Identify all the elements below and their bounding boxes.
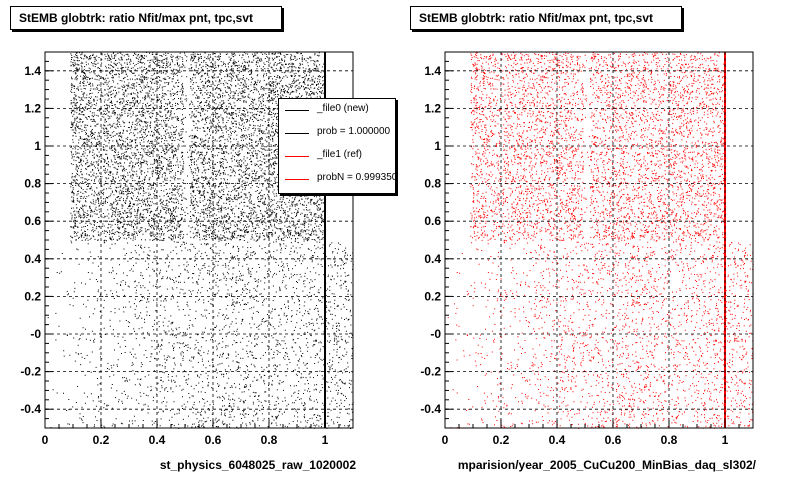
axes bbox=[44, 51, 354, 429]
right-x-axis-label-text: mparision/year_2005_CuCu200_MinBias_daq_… bbox=[457, 458, 756, 472]
x-tick-label: 0.6 bbox=[605, 433, 622, 447]
x-tick-label: 0.8 bbox=[661, 433, 678, 447]
y-tick-label: 1.4 bbox=[24, 64, 41, 78]
legend-entry-file1: _file1 (ref) bbox=[279, 148, 395, 164]
y-tick-label: -0.4 bbox=[420, 402, 441, 416]
scatter-point-cloud bbox=[45, 52, 354, 429]
scatter-point-cloud bbox=[445, 52, 754, 429]
legend-label-prob: prob = 1.000000 bbox=[317, 126, 391, 137]
legend-entry-probn: probN = 0.999350 bbox=[279, 171, 396, 187]
legend-line-file1 bbox=[285, 156, 309, 157]
left-panel-title: StEMB globtrk: ratio Nfit/max pnt, tpc,s… bbox=[10, 6, 282, 30]
x-tick-label: 0.2 bbox=[493, 433, 510, 447]
x-tick-label: 0.2 bbox=[93, 433, 110, 447]
scatter-points bbox=[445, 52, 754, 429]
x-tick-label: 0 bbox=[42, 433, 49, 447]
y-tick-label: 0.2 bbox=[424, 289, 441, 303]
x-tick-label: 0.6 bbox=[205, 433, 222, 447]
right-x-axis-label: mparision/year_2005_CuCu200_MinBias_daq_… bbox=[410, 458, 756, 472]
left-scatter-plot: 0 0.2 0.4 0.6 0.8 1 -0.4 -0.2 -0 0.2 0.4 0.6 0.8 1 1.2… bbox=[20, 51, 354, 447]
y-tick-label: 1.2 bbox=[424, 101, 441, 115]
legend-label-file1: _file1 (ref) bbox=[317, 149, 363, 160]
x-tick-label: 0.8 bbox=[261, 433, 278, 447]
y-tick-label: -0.2 bbox=[20, 365, 41, 379]
y-tick-label: 1 bbox=[434, 139, 441, 153]
x-tick-label: 0.4 bbox=[149, 433, 166, 447]
y-tick-label: 1.2 bbox=[24, 101, 41, 115]
x-tick-label: 1 bbox=[722, 433, 729, 447]
left-x-axis-label: st_physics_6048025_raw_1020002 bbox=[159, 458, 356, 472]
legend-line-probn bbox=[285, 179, 309, 180]
y-tick-label: 0.8 bbox=[424, 177, 441, 191]
y-tick-label: 1.4 bbox=[424, 64, 441, 78]
y-tick-label: -0.2 bbox=[420, 365, 441, 379]
plot-area bbox=[445, 52, 753, 428]
y-tick-label: 1 bbox=[34, 139, 41, 153]
legend-line-prob bbox=[285, 133, 309, 134]
y-tick-label: 0.8 bbox=[24, 177, 41, 191]
y-tick-label: 0.6 bbox=[24, 214, 41, 228]
scatter-points bbox=[45, 52, 354, 429]
legend-entry-file0: _file0 (new) bbox=[279, 102, 395, 118]
y-tick-label: 0.2 bbox=[24, 289, 41, 303]
legend-label-file0: _file0 (new) bbox=[317, 103, 369, 114]
y-tick-label: 0.4 bbox=[24, 252, 41, 266]
legend-label-probn: probN = 0.999350 bbox=[317, 172, 396, 183]
legend: _file0 (new) prob = 1.000000 _file1 (ref… bbox=[278, 98, 396, 194]
y-tick-label: 0.6 bbox=[424, 214, 441, 228]
legend-entry-prob: prob = 1.000000 bbox=[279, 125, 395, 141]
axes bbox=[444, 51, 754, 429]
y-tick-label: 0.4 bbox=[424, 252, 441, 266]
legend-line-file0 bbox=[285, 110, 309, 111]
x-tick-label: 1 bbox=[322, 433, 329, 447]
y-tick-label: -0 bbox=[430, 327, 441, 341]
y-tick-label: -0.4 bbox=[20, 402, 41, 416]
right-scatter-plot: 0 0.2 0.4 0.6 0.8 1 -0.4 -0.2 -0 0.2 0.4 0.6 0.8 1 1.2… bbox=[420, 51, 754, 447]
right-panel-title: StEMB globtrk: ratio Nfit/max pnt, tpc,s… bbox=[410, 6, 682, 30]
x-tick-label: 0 bbox=[442, 433, 449, 447]
y-tick-label: -0 bbox=[30, 327, 41, 341]
x-tick-label: 0.4 bbox=[549, 433, 566, 447]
